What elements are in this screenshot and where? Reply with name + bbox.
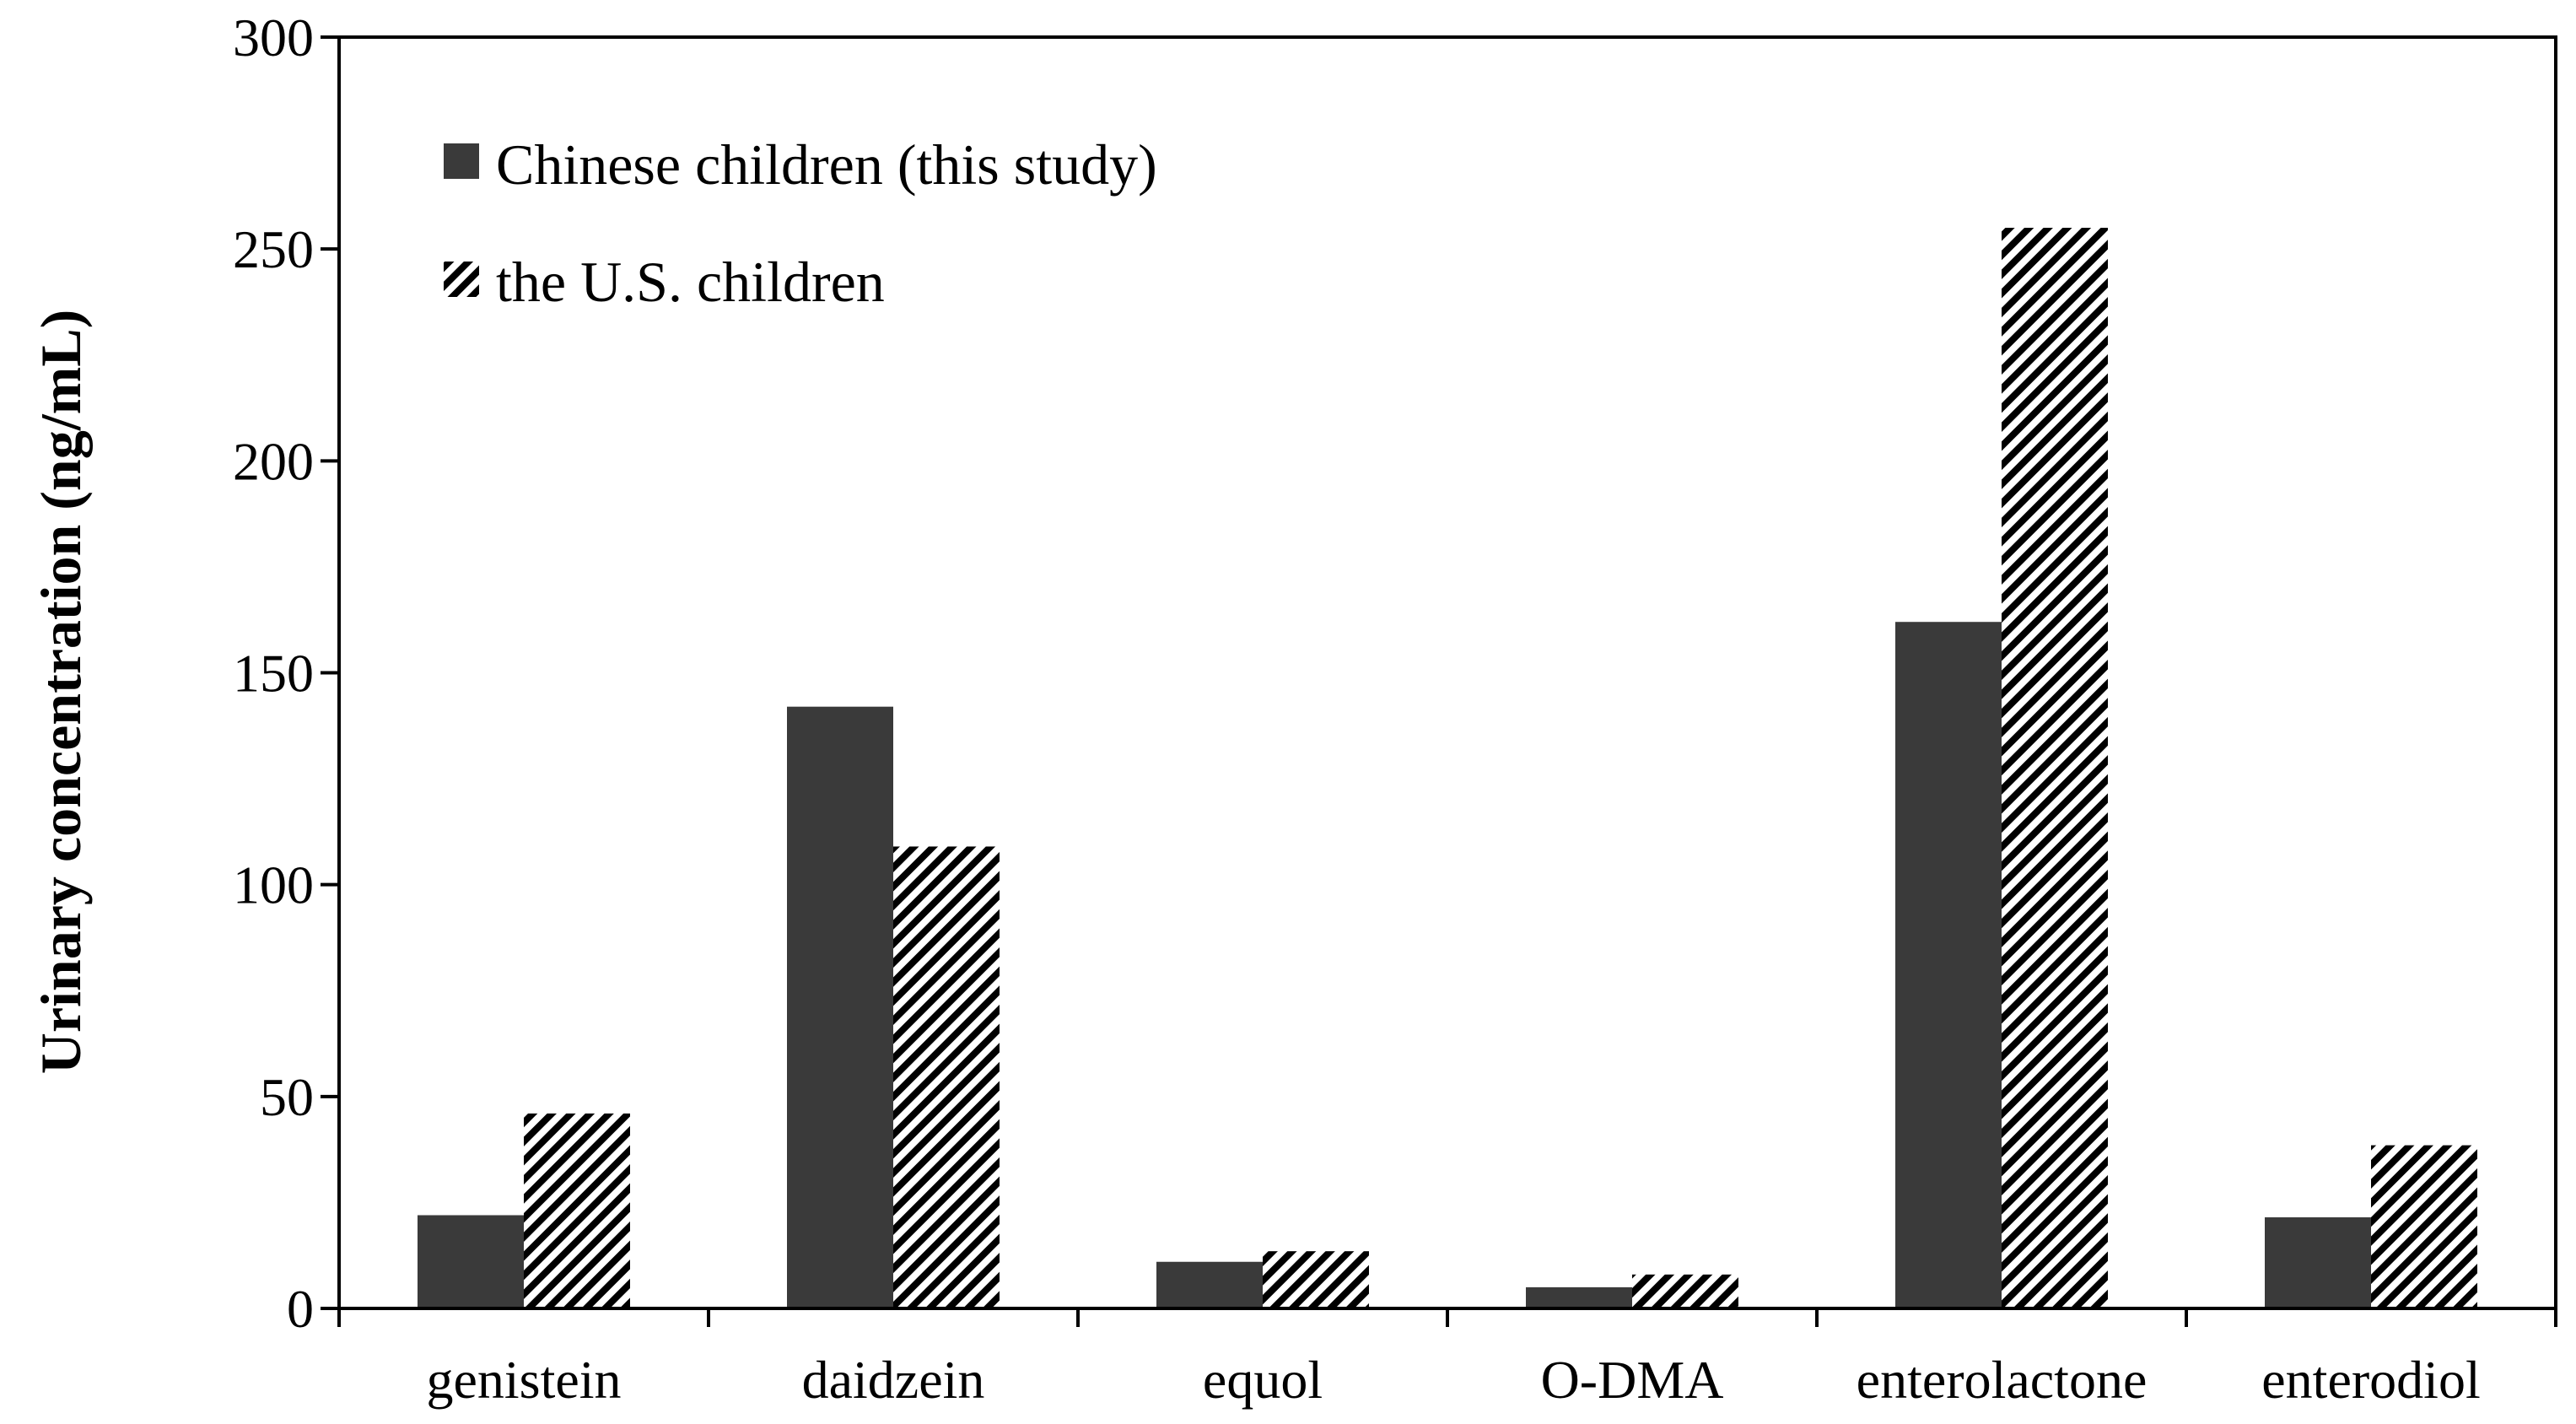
x-tick-label: enterolactone xyxy=(1857,1350,2148,1410)
y-tick-label: 0 xyxy=(287,1279,314,1339)
x-tick-label: enterodiol xyxy=(2261,1350,2480,1410)
bar-us xyxy=(2002,228,2108,1308)
y-tick-label: 50 xyxy=(260,1067,314,1127)
x-tick-label: genistein xyxy=(426,1350,621,1410)
x-tick-label: daidzein xyxy=(802,1350,985,1410)
y-tick-label: 300 xyxy=(233,8,314,67)
y-tick-label: 200 xyxy=(233,431,314,491)
legend-label-chinese: Chinese children (this study) xyxy=(496,132,1157,197)
bar-us xyxy=(1263,1251,1369,1308)
bar-chinese xyxy=(787,706,893,1308)
bar-chinese xyxy=(1895,622,2002,1308)
bar-chinese xyxy=(1526,1286,1632,1308)
plot-frame xyxy=(337,35,2557,1310)
y-axis-ticks: 0 50 100 150 200 250 300 xyxy=(233,8,339,1339)
legend-label-us: the U.S. children xyxy=(496,250,885,314)
legend: Chinese children (this study) the U.S. c… xyxy=(444,132,1157,314)
y-tick-label: 100 xyxy=(233,855,314,915)
bar-us xyxy=(2371,1145,2477,1308)
bar-us xyxy=(524,1113,630,1308)
bar-chinese xyxy=(418,1215,524,1308)
y-tick-label: 250 xyxy=(233,219,314,279)
legend-swatch-us xyxy=(444,262,479,297)
bar-chinese xyxy=(1156,1261,1263,1308)
bar-us xyxy=(893,846,1000,1308)
x-tick-label: O-DMA xyxy=(1541,1350,1724,1410)
legend-swatch-chinese xyxy=(444,143,479,179)
x-axis-ticks: genistein daidzein equol O-DMA enterolactone… xyxy=(337,1308,2557,1410)
y-tick-label: 150 xyxy=(233,644,314,704)
y-axis-label: Urinary concentration (ng/mL) xyxy=(29,310,93,1075)
bar-us xyxy=(1632,1274,1738,1308)
x-tick-label: equol xyxy=(1203,1350,1323,1410)
bars xyxy=(418,228,2477,1308)
bar-chinese xyxy=(2265,1216,2371,1308)
